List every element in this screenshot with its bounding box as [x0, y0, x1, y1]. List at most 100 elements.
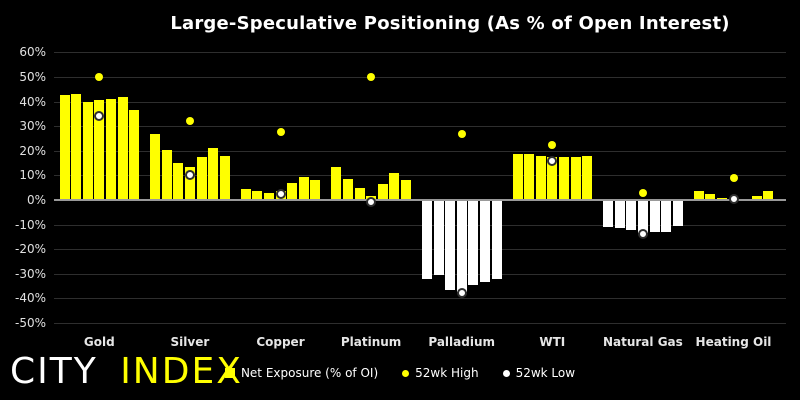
net-exposure-bar [649, 200, 660, 232]
net-exposure-bar [298, 176, 309, 200]
chart-title: Large-Speculative Positioning (As % of O… [170, 13, 730, 34]
high-52wk-dot [367, 73, 376, 81]
net-exposure-bar [252, 191, 263, 200]
legend-item-52wk-high: 52wk High [402, 366, 479, 380]
high-52wk-dot [457, 129, 466, 138]
net-exposure-bar [558, 156, 569, 200]
y-axis-tick-label: 0% [26, 193, 46, 207]
legend-item-52wk-low: 52wk Low [502, 366, 576, 380]
high-52wk-dot [276, 128, 285, 137]
net-exposure-bar [751, 196, 762, 200]
low-52wk-dot [637, 229, 648, 240]
legend: Net Exposure (% of OI) 52wk High 52wk Lo… [0, 366, 800, 380]
low-52wk-dot [94, 111, 105, 122]
net-exposure-bar [456, 200, 467, 293]
high-dot-marker [402, 369, 410, 377]
logo-index-text: INDEX [120, 351, 243, 392]
y-axis-tick-label: -40% [14, 291, 46, 306]
low-52wk-dot [366, 197, 377, 208]
y-axis-tick-label: 30% [19, 119, 46, 134]
net-exposure-bar [117, 96, 128, 200]
net-exposure-bar [479, 200, 490, 283]
low-52wk-dot [728, 193, 739, 204]
y-axis-tick-label: 40% [19, 94, 46, 109]
h-gridline [54, 323, 786, 324]
high-52wk-dot [185, 117, 194, 126]
net-exposure-swatch [224, 368, 235, 378]
net-exposure-bar [263, 192, 274, 200]
h-gridline [54, 150, 786, 152]
net-exposure-bar [129, 110, 140, 200]
net-exposure-bar [672, 200, 683, 226]
high-52wk-dot [729, 173, 738, 182]
net-exposure-bar [196, 156, 207, 200]
h-gridline [54, 224, 786, 226]
net-exposure-bar [603, 200, 614, 228]
net-exposure-bar [287, 182, 298, 200]
net-exposure-bar [524, 154, 535, 200]
net-exposure-bar [342, 179, 353, 200]
y-axis-tick-label: -50% [14, 316, 46, 330]
city-index-logo: CITY INDEX [10, 351, 243, 392]
y-axis-tick-label: 10% [19, 168, 46, 183]
legend-label-52wk-low: 52wk Low [515, 366, 576, 380]
net-exposure-bar [421, 200, 432, 279]
net-exposure-bar [94, 100, 105, 200]
y-axis-tick-label: 60% [19, 45, 46, 60]
net-exposure-bar [582, 155, 593, 200]
net-exposure-bar [512, 154, 523, 200]
high-52wk-dot [638, 188, 647, 197]
net-exposure-bar [716, 197, 727, 200]
net-exposure-bar [468, 200, 479, 285]
net-exposure-bar [535, 155, 546, 200]
net-exposure-bar [161, 149, 172, 200]
h-gridline [54, 298, 786, 300]
legend-label-52wk-high: 52wk High [415, 366, 479, 380]
x-category-label: Copper [256, 335, 305, 349]
net-exposure-bar [491, 200, 502, 279]
x-category-label: WTI [539, 335, 566, 349]
h-gridline [54, 126, 786, 128]
h-gridline [54, 101, 786, 103]
net-exposure-bar [184, 166, 195, 200]
logo-city-text: CITY [10, 351, 98, 392]
net-exposure-bar [59, 95, 70, 200]
net-exposure-bar [705, 193, 716, 200]
y-axis-tick-label: -30% [14, 266, 46, 281]
x-category-label: Platinum [340, 335, 402, 349]
high-52wk-dot [548, 140, 557, 149]
y-axis-tick-label: -20% [14, 242, 46, 257]
low-52wk-dot [275, 188, 286, 199]
net-exposure-bar [150, 133, 161, 200]
net-exposure-bar [377, 184, 388, 200]
net-exposure-bar [82, 101, 93, 200]
net-exposure-bar [614, 200, 625, 229]
x-category-label: Heating Oil [695, 335, 772, 349]
net-exposure-bar [626, 200, 637, 230]
low-52wk-dot [547, 155, 558, 166]
low-52wk-dot [184, 170, 195, 181]
net-exposure-bar [400, 180, 411, 200]
h-gridline [54, 273, 786, 275]
net-exposure-bar [240, 188, 251, 200]
h-gridline [54, 52, 786, 54]
net-exposure-bar [445, 200, 456, 290]
net-exposure-bar [310, 180, 321, 200]
net-exposure-bar [693, 191, 704, 200]
net-exposure-bar [661, 200, 672, 232]
net-exposure-bar [208, 148, 219, 200]
net-exposure-bar [354, 187, 365, 200]
x-category-label: Gold [83, 335, 115, 349]
y-axis-tick-label: 20% [19, 143, 46, 158]
low-52wk-dot [456, 288, 467, 299]
h-gridline [54, 249, 786, 251]
net-exposure-bar [331, 166, 342, 200]
net-exposure-bar [637, 200, 648, 234]
net-exposure-bar [389, 172, 400, 200]
y-axis-tick-label: -10% [14, 217, 46, 232]
net-exposure-bar [570, 156, 581, 200]
x-category-label: Silver [170, 335, 210, 349]
legend-label-net-exposure: Net Exposure (% of OI) [240, 366, 379, 380]
net-exposure-bar [71, 94, 82, 200]
